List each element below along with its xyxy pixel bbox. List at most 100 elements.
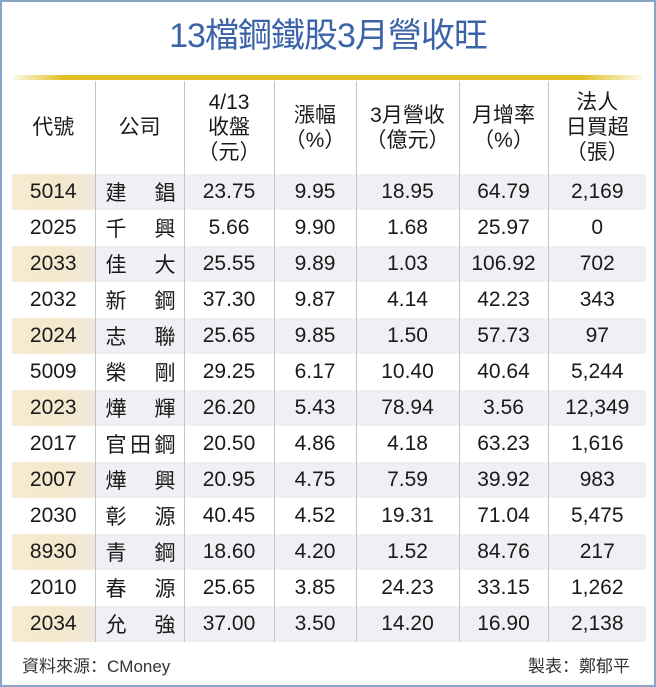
table-row: 5009 榮剛 29.25 6.17 10.40 40.64 5,244 [12,354,646,390]
cell-mom: 33.15 [458,570,548,606]
header-line: 法人 [576,91,619,114]
cell-close: 37.00 [183,606,274,642]
cell-mom: 63.23 [458,426,548,462]
cell-company: 春源 [94,570,184,606]
table-row: 2010 春源 25.65 3.85 24.23 33.15 1,262 [12,570,646,606]
cell-inst-buy: 217 [547,534,646,570]
cell-change: 4.75 [273,462,356,498]
cell-close: 20.95 [183,462,274,498]
cell-close: 5.66 [183,210,274,246]
chart-title: 13檔鋼鐵股3月營收旺 [169,17,488,55]
table-row: 2017 官田鋼 20.50 4.86 4.18 63.23 1,616 [12,426,646,462]
cell-change: 9.87 [273,282,356,318]
cell-inst-buy: 5,244 [547,354,646,390]
cell-code: 2030 [29,504,77,527]
cell-inst-buy: 343 [547,282,646,318]
header-mom: 月增率 （%） [458,81,548,174]
table-header-row: 代號 公司 4/13 收盤 （元） 漲幅 （%） 3月營收 （億元） 月增率 （%） 法人 日買超 （張） [12,81,646,174]
cell-inst-buy: 1,262 [547,570,646,606]
cell-mom: 42.23 [458,282,548,318]
table-row: 2024 志聯 25.65 9.85 1.50 57.73 97 [12,318,646,354]
cell-company: 青鋼 [94,534,184,570]
table-row: 5014 建錩 23.75 9.95 18.95 64.79 2,169 [12,174,646,210]
cell-company: 允強 [94,606,184,642]
stock-table: 代號 公司 4/13 收盤 （元） 漲幅 （%） 3月營收 （億元） 月增率 （%） 法人 日買超 （張）… [12,81,646,642]
cell-code: 2007 [12,462,95,498]
cell-company: 新鋼 [94,282,184,318]
cell-company: 榮剛 [94,354,184,390]
table-row: 2007 燁興 20.95 4.75 7.59 39.92 983 [12,462,646,498]
cell-change: 4.86 [273,426,356,462]
cell-change: 3.85 [273,570,356,606]
cell-revenue: 7.59 [355,462,459,498]
cell-inst-buy: 0 [547,210,646,246]
cell-code: 2032 [29,288,77,311]
cell-code: 2023 [12,390,95,426]
cell-revenue: 4.18 [355,426,459,462]
cell-close: 18.60 [183,534,274,570]
header-change: 漲幅 （%） [273,81,356,174]
cell-company: 建錩 [94,174,184,210]
table-row: 8930 青鋼 18.60 4.20 1.52 84.76 217 [12,534,646,570]
header-line: 漲幅 [294,103,336,127]
cell-close: 29.25 [183,354,274,390]
header-line: 代號 [32,116,75,139]
header-line: （億元） [365,128,450,152]
header-line: 3月營收 [370,103,445,127]
cell-revenue: 1.03 [355,246,459,282]
header-code: 代號 [12,81,95,174]
cell-company: 彰源 [94,498,184,534]
cell-mom: 57.73 [458,318,548,354]
cell-change: 4.52 [273,498,356,534]
cell-inst-buy: 1,616 [547,426,646,462]
cell-revenue: 18.95 [355,174,459,210]
header-inst-buy: 法人 日買超 （張） [547,81,646,174]
header-line: （%） [284,128,346,152]
cell-mom: 84.76 [458,534,548,570]
table-row: 2025 千興 5.66 9.90 1.68 25.97 0 [12,210,646,246]
cell-revenue: 24.23 [355,570,459,606]
cell-change: 9.95 [273,174,356,210]
table-row: 2034 允強 37.00 3.50 14.20 16.90 2,138 [12,606,646,642]
cell-change: 4.20 [273,534,356,570]
cell-close: 20.50 [183,426,274,462]
cell-revenue: 1.68 [355,210,459,246]
cell-company: 燁輝 [94,390,184,426]
cell-code: 2025 [29,216,77,239]
cell-revenue: 78.94 [355,390,459,426]
cell-change: 5.43 [273,390,356,426]
cell-inst-buy: 702 [547,246,646,282]
author-note: 製表：鄭郁平 [528,657,630,676]
cell-mom: 106.92 [458,246,548,282]
cell-code: 2017 [29,432,77,455]
cell-code: 5009 [29,360,77,383]
header-line: （元） [197,141,261,164]
cell-mom: 40.64 [458,354,548,390]
table-row: 2030 彰源 40.45 4.52 19.31 71.04 5,475 [12,498,646,534]
cell-mom: 71.04 [458,498,548,534]
cell-mom: 39.92 [458,462,548,498]
cell-close: 23.75 [183,174,274,210]
cell-inst-buy: 2,138 [547,606,646,642]
cell-close: 25.55 [183,246,274,282]
cell-mom: 3.56 [458,390,548,426]
cell-company: 佳大 [94,246,184,282]
cell-inst-buy: 5,475 [547,498,646,534]
header-line: 公司 [118,116,161,139]
table-body: 5014 建錩 23.75 9.95 18.95 64.79 2,169 2025 千興 5.66… [12,174,646,642]
header-revenue: 3月營收 （億元） [355,81,459,174]
cell-revenue: 1.50 [355,318,459,354]
header-line: 月增率 [472,103,535,127]
table-row: 2023 燁輝 26.20 5.43 78.94 3.56 12,349 [12,390,646,426]
title-underline [14,75,642,80]
cell-close: 26.20 [183,390,274,426]
cell-close: 25.65 [183,570,274,606]
cell-code: 5014 [12,174,95,210]
cell-inst-buy: 983 [547,462,646,498]
cell-change: 9.85 [273,318,356,354]
cell-mom: 25.97 [458,210,548,246]
cell-mom: 16.90 [458,606,548,642]
cell-close: 40.45 [183,498,274,534]
cell-code: 8930 [12,534,95,570]
